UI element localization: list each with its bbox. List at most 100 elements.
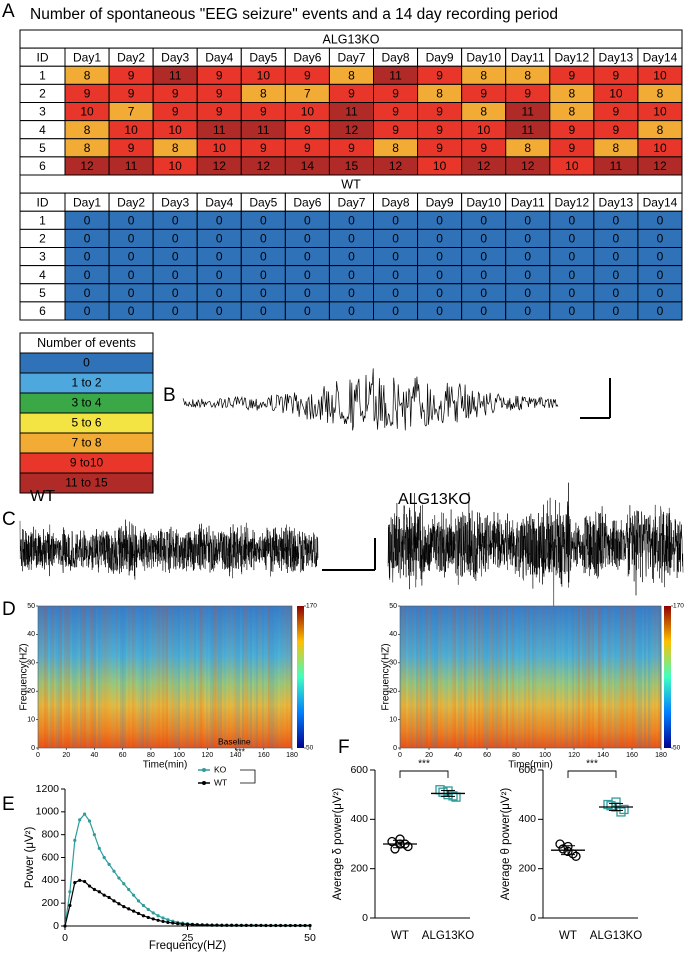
spectrogram-texture xyxy=(622,606,624,748)
legend-label: 1 to 2 xyxy=(71,376,101,390)
y-tick-label: 30 xyxy=(389,660,397,667)
spectrogram-texture xyxy=(226,606,228,748)
event-count: 0 xyxy=(172,268,179,282)
spectrogram-texture xyxy=(618,606,620,748)
spectrogram-texture xyxy=(480,606,482,748)
data-point xyxy=(185,922,190,927)
spectrogram-texture xyxy=(436,606,438,748)
spectrogram-texture xyxy=(616,606,618,748)
spectrogram-texture xyxy=(572,606,574,748)
event-count: 0 xyxy=(216,268,223,282)
data-point xyxy=(176,922,180,926)
event-count: 0 xyxy=(304,268,311,282)
event-count: 0 xyxy=(128,268,135,282)
column-header: Day1 xyxy=(73,195,101,209)
legend-label: KO xyxy=(214,764,227,774)
y-tick-label: 50 xyxy=(27,603,35,610)
data-point xyxy=(166,920,170,924)
spectrogram-texture xyxy=(558,606,560,748)
event-count: 9 xyxy=(436,123,443,137)
x-tick-label: WT xyxy=(391,930,409,942)
spectrogram-texture xyxy=(468,606,470,748)
column-header: Day6 xyxy=(293,195,321,209)
event-count: 8 xyxy=(84,123,91,137)
spectrogram-texture xyxy=(184,606,186,748)
spectrogram-texture xyxy=(158,606,160,748)
event-count: 0 xyxy=(436,250,443,264)
column-header: Day13 xyxy=(599,50,634,64)
event-count: 9 xyxy=(436,141,443,155)
spectrogram-texture xyxy=(76,606,78,748)
event-count: 0 xyxy=(524,286,531,300)
spectrogram-texture xyxy=(200,606,202,748)
spectrogram-texture xyxy=(274,606,276,748)
data-point xyxy=(279,923,283,928)
spectrogram-texture xyxy=(556,606,558,748)
column-header: Day8 xyxy=(382,195,410,209)
row-id: 4 xyxy=(39,268,46,282)
spectrogram-texture xyxy=(166,606,168,748)
spectrogram-texture xyxy=(412,606,414,748)
event-count: 8 xyxy=(480,105,487,119)
spectrogram-texture xyxy=(498,606,500,748)
spectrogram-texture xyxy=(68,606,70,748)
event-count: 10 xyxy=(653,105,667,119)
y-tick-label: 0 xyxy=(530,912,536,924)
event-count: 0 xyxy=(260,232,267,246)
event-count: 9 xyxy=(480,141,487,155)
event-count: 0 xyxy=(436,304,443,318)
spectrogram-texture xyxy=(52,606,54,748)
spectrogram-texture xyxy=(124,606,126,748)
row-id: 1 xyxy=(39,213,46,227)
spectrogram-texture xyxy=(632,606,634,748)
event-count: 0 xyxy=(84,268,91,282)
data-point xyxy=(151,911,155,915)
spectrogram-texture xyxy=(38,606,40,748)
colorbar-tick-label: 50 xyxy=(673,745,681,752)
event-count: 0 xyxy=(436,268,443,282)
legend-marker xyxy=(202,781,206,785)
data-point xyxy=(132,893,136,897)
event-count: 0 xyxy=(657,213,664,227)
data-point xyxy=(87,884,92,888)
column-header: Day11 xyxy=(511,195,545,209)
event-count: 11 xyxy=(213,123,226,137)
event-count: 10 xyxy=(653,141,667,155)
spectrogram-texture xyxy=(234,606,236,748)
spectrogram-texture xyxy=(180,606,182,748)
panel-letter: B xyxy=(163,385,176,406)
event-count: 10 xyxy=(213,141,227,155)
data-point xyxy=(107,862,111,866)
x-tick-label: 0 xyxy=(36,752,40,759)
column-header: Day4 xyxy=(205,50,233,64)
spectrogram-texture xyxy=(142,606,144,748)
event-count: 0 xyxy=(260,286,267,300)
data-point xyxy=(63,924,67,928)
y-axis-label: Average δ power(μV²) xyxy=(332,788,344,901)
data-point xyxy=(205,923,209,927)
y-tick-label: 600 xyxy=(41,851,59,863)
event-count: 10 xyxy=(168,159,182,173)
spectrogram-texture xyxy=(168,606,170,748)
event-count: 9 xyxy=(392,87,399,101)
spectrogram-texture xyxy=(252,606,254,748)
column-header: Day8 xyxy=(382,50,410,64)
spectrogram-texture xyxy=(144,606,146,748)
spectrogram-texture xyxy=(118,606,120,748)
colorbar-tick-label: 170 xyxy=(673,603,684,610)
spectrogram-texture xyxy=(466,606,468,748)
event-count: 0 xyxy=(128,213,135,227)
event-count: 7 xyxy=(128,105,135,119)
data-point xyxy=(122,882,126,886)
spectrogram-texture xyxy=(494,606,496,748)
event-count: 12 xyxy=(213,159,227,173)
spectrogram-texture xyxy=(218,606,220,748)
row-id: 6 xyxy=(39,304,46,318)
data-point xyxy=(107,895,111,900)
spectrogram-texture xyxy=(482,606,484,748)
column-header: Day5 xyxy=(249,195,277,209)
data-point xyxy=(73,881,77,885)
event-count: 11 xyxy=(345,105,358,119)
x-tick-label: 120 xyxy=(568,752,580,759)
